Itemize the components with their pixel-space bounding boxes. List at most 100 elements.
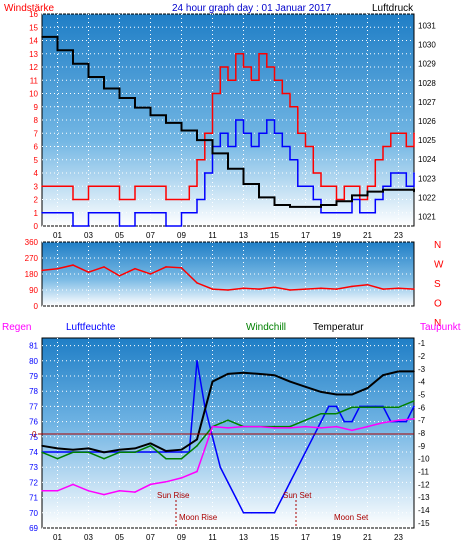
point-wind bbox=[343, 211, 346, 214]
x-tick-label: 07 bbox=[146, 231, 155, 240]
point-taupunkt bbox=[103, 493, 105, 496]
point-wind bbox=[281, 145, 284, 148]
point-windchill bbox=[196, 445, 198, 447]
point-pressure bbox=[335, 200, 338, 202]
y-right-tick-label: -3 bbox=[418, 365, 426, 374]
x-tick-label: 07 bbox=[146, 533, 155, 542]
y-right-tick-label: -7 bbox=[418, 416, 426, 425]
x-tick-label: 01 bbox=[53, 231, 62, 240]
x-tick-label: 13 bbox=[239, 231, 248, 240]
y-right-tick-label: -12 bbox=[418, 480, 430, 489]
y-left-tick-label: 16 bbox=[29, 10, 38, 19]
point-direction bbox=[56, 267, 59, 270]
point-taupunkt bbox=[273, 427, 276, 429]
point-taupunkt bbox=[335, 425, 338, 428]
x-tick-label: 21 bbox=[363, 533, 372, 542]
point-temperatur bbox=[72, 448, 74, 451]
point-direction bbox=[382, 288, 384, 290]
point-pressure bbox=[273, 204, 276, 206]
point-gust bbox=[374, 158, 377, 161]
point-wind bbox=[250, 145, 253, 148]
moon-rise-label: Moon Rise bbox=[179, 513, 218, 522]
point-wind bbox=[258, 132, 260, 135]
point-luftfeuchte bbox=[343, 420, 346, 423]
point-direction bbox=[320, 287, 322, 290]
y-left-tick-label: 75 bbox=[29, 433, 38, 442]
point-taupunkt bbox=[134, 491, 136, 493]
x-tick-label: 03 bbox=[84, 533, 93, 542]
point-gust bbox=[296, 132, 299, 135]
point-windchill bbox=[413, 400, 415, 402]
legend-windchill: Windchill bbox=[246, 322, 286, 333]
point-windchill bbox=[134, 451, 136, 454]
point-luftfeuchte bbox=[281, 496, 284, 499]
y-left-tick-label: 2 bbox=[34, 196, 39, 205]
point-taupunkt bbox=[149, 483, 152, 486]
y-left-tick-label: 10 bbox=[29, 90, 38, 99]
point-wind bbox=[397, 172, 400, 174]
point-luftfeuchte bbox=[196, 360, 198, 362]
point-wind bbox=[118, 225, 121, 227]
x-tick-label: 09 bbox=[177, 231, 186, 240]
point-direction bbox=[41, 269, 43, 272]
y-right-tick-label: -13 bbox=[418, 493, 430, 502]
point-pressure bbox=[118, 97, 121, 99]
y-right-tick-label: -4 bbox=[418, 378, 426, 387]
point-taupunkt bbox=[227, 427, 229, 429]
point-direction bbox=[165, 266, 167, 268]
point-gust bbox=[56, 185, 59, 188]
point-gust bbox=[118, 198, 121, 201]
point-direction bbox=[289, 289, 291, 291]
point-temperatur bbox=[351, 393, 353, 396]
moon-set-label: Moon Set bbox=[334, 513, 369, 522]
point-luftfeuchte bbox=[211, 436, 214, 438]
x-tick-label: 03 bbox=[84, 231, 93, 240]
point-luftfeuchte bbox=[405, 420, 408, 423]
point-wind bbox=[405, 185, 408, 188]
y-left-tick-label: 73 bbox=[29, 463, 38, 472]
point-gust bbox=[281, 92, 284, 95]
point-taupunkt bbox=[289, 427, 291, 429]
point-temperatur bbox=[87, 447, 90, 450]
y-left-tick-label: 90 bbox=[29, 286, 38, 295]
point-temperatur bbox=[103, 451, 105, 454]
y-left-tick-label: 81 bbox=[29, 342, 38, 351]
y-left-tick-label: 79 bbox=[29, 372, 38, 381]
point-luftfeuchte bbox=[149, 451, 152, 453]
x-tick-label: 13 bbox=[239, 533, 248, 542]
x-tick-label: 15 bbox=[270, 231, 279, 240]
point-temperatur bbox=[413, 370, 415, 373]
point-taupunkt bbox=[382, 421, 384, 424]
y-right-tick-label: 1031 bbox=[418, 21, 436, 30]
point-temperatur bbox=[211, 380, 214, 383]
legend-luftfeuchte: Luftfeuchte bbox=[66, 322, 116, 333]
x-tick-label: 11 bbox=[208, 533, 217, 542]
point-gust bbox=[397, 132, 400, 135]
y-left-tick-label: 6 bbox=[34, 143, 39, 152]
point-wind bbox=[234, 119, 237, 121]
legend-taupunkt: Taupunkt bbox=[420, 322, 461, 333]
x-tick-label: 19 bbox=[332, 231, 341, 240]
point-wind bbox=[296, 185, 299, 188]
point-pressure bbox=[258, 196, 260, 199]
point-windchill bbox=[366, 406, 369, 409]
point-luftfeuchte bbox=[397, 420, 400, 423]
point-luftfeuchte bbox=[234, 496, 237, 499]
point-windchill bbox=[320, 412, 322, 415]
y-left-tick-label: 5 bbox=[34, 156, 39, 165]
point-taupunkt bbox=[242, 425, 245, 428]
point-taupunkt bbox=[366, 425, 369, 428]
zero-label: 0 bbox=[32, 430, 37, 439]
y-left-tick-label: 74 bbox=[29, 448, 38, 457]
y-right-tick-label: 1029 bbox=[418, 60, 436, 69]
point-direction bbox=[196, 282, 198, 284]
point-gust bbox=[234, 52, 237, 55]
y-left-tick-label: 72 bbox=[29, 478, 38, 487]
point-pressure bbox=[103, 87, 105, 90]
point-pressure bbox=[366, 190, 369, 193]
point-wind bbox=[366, 211, 369, 214]
x-tick-label: 21 bbox=[363, 231, 372, 240]
point-gust bbox=[219, 66, 222, 68]
y-left-tick-label: 11 bbox=[30, 76, 39, 85]
